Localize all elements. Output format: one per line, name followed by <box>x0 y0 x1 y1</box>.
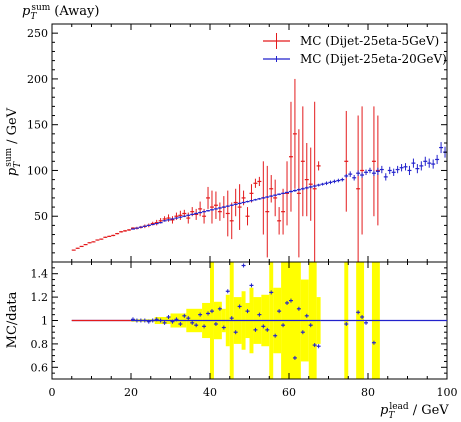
ratio-x-ticks: 0 20 40 60 80 100 <box>49 262 458 399</box>
x-tick-label: 100 <box>437 386 458 399</box>
main-y-tick-label: 100 <box>27 164 48 177</box>
main-y-tick-label: 150 <box>27 119 48 132</box>
main-y-tick-label: 200 <box>27 73 48 86</box>
x-tick-label: 60 <box>282 386 296 399</box>
ratio-y-tick-label: 1.2 <box>31 291 49 304</box>
x-tick-label: 0 <box>49 386 56 399</box>
x-tick-label: 20 <box>124 386 138 399</box>
ratio-y-tick-label: 0.8 <box>31 338 49 351</box>
main-panel: 50 100 150 200 250 <box>27 23 448 263</box>
ratio-plot-area <box>131 263 376 360</box>
main-y-axis-label: pTsum/ GeV <box>4 107 23 176</box>
x-tick-label: 80 <box>361 386 375 399</box>
plot-title: pTsum (Away) <box>22 3 99 22</box>
legend-label-mc5: MC (Dijet-25eta-5GeV) <box>300 34 439 48</box>
x-axis-label: pTlead / GeV <box>380 402 449 421</box>
main-plot-area <box>71 78 447 262</box>
ratio-y-tick-label: 1 <box>41 315 48 328</box>
legend-label-mc20: MC (Dijet-25eta-20GeV) <box>300 52 447 66</box>
ratio-y-ticks: 0.6 0.8 1 1.2 1.4 <box>31 267 447 374</box>
legend: MC (Dijet-25eta-5GeV) MC (Dijet-25eta-20… <box>263 33 447 66</box>
ratio-panel: 0.6 0.8 1 1.2 1.4 0 20 40 60 80 100 <box>31 261 458 399</box>
main-y-tick-label: 50 <box>34 210 48 223</box>
main-y-tick-label: 250 <box>27 27 48 40</box>
main-y-ticks: 50 100 150 200 250 <box>27 27 447 254</box>
ratio-y-axis-label: MC/data <box>5 291 20 348</box>
x-tick-label: 40 <box>203 386 217 399</box>
ratio-y-tick-label: 0.6 <box>31 361 49 374</box>
ratio-y-tick-label: 1.4 <box>31 268 49 281</box>
